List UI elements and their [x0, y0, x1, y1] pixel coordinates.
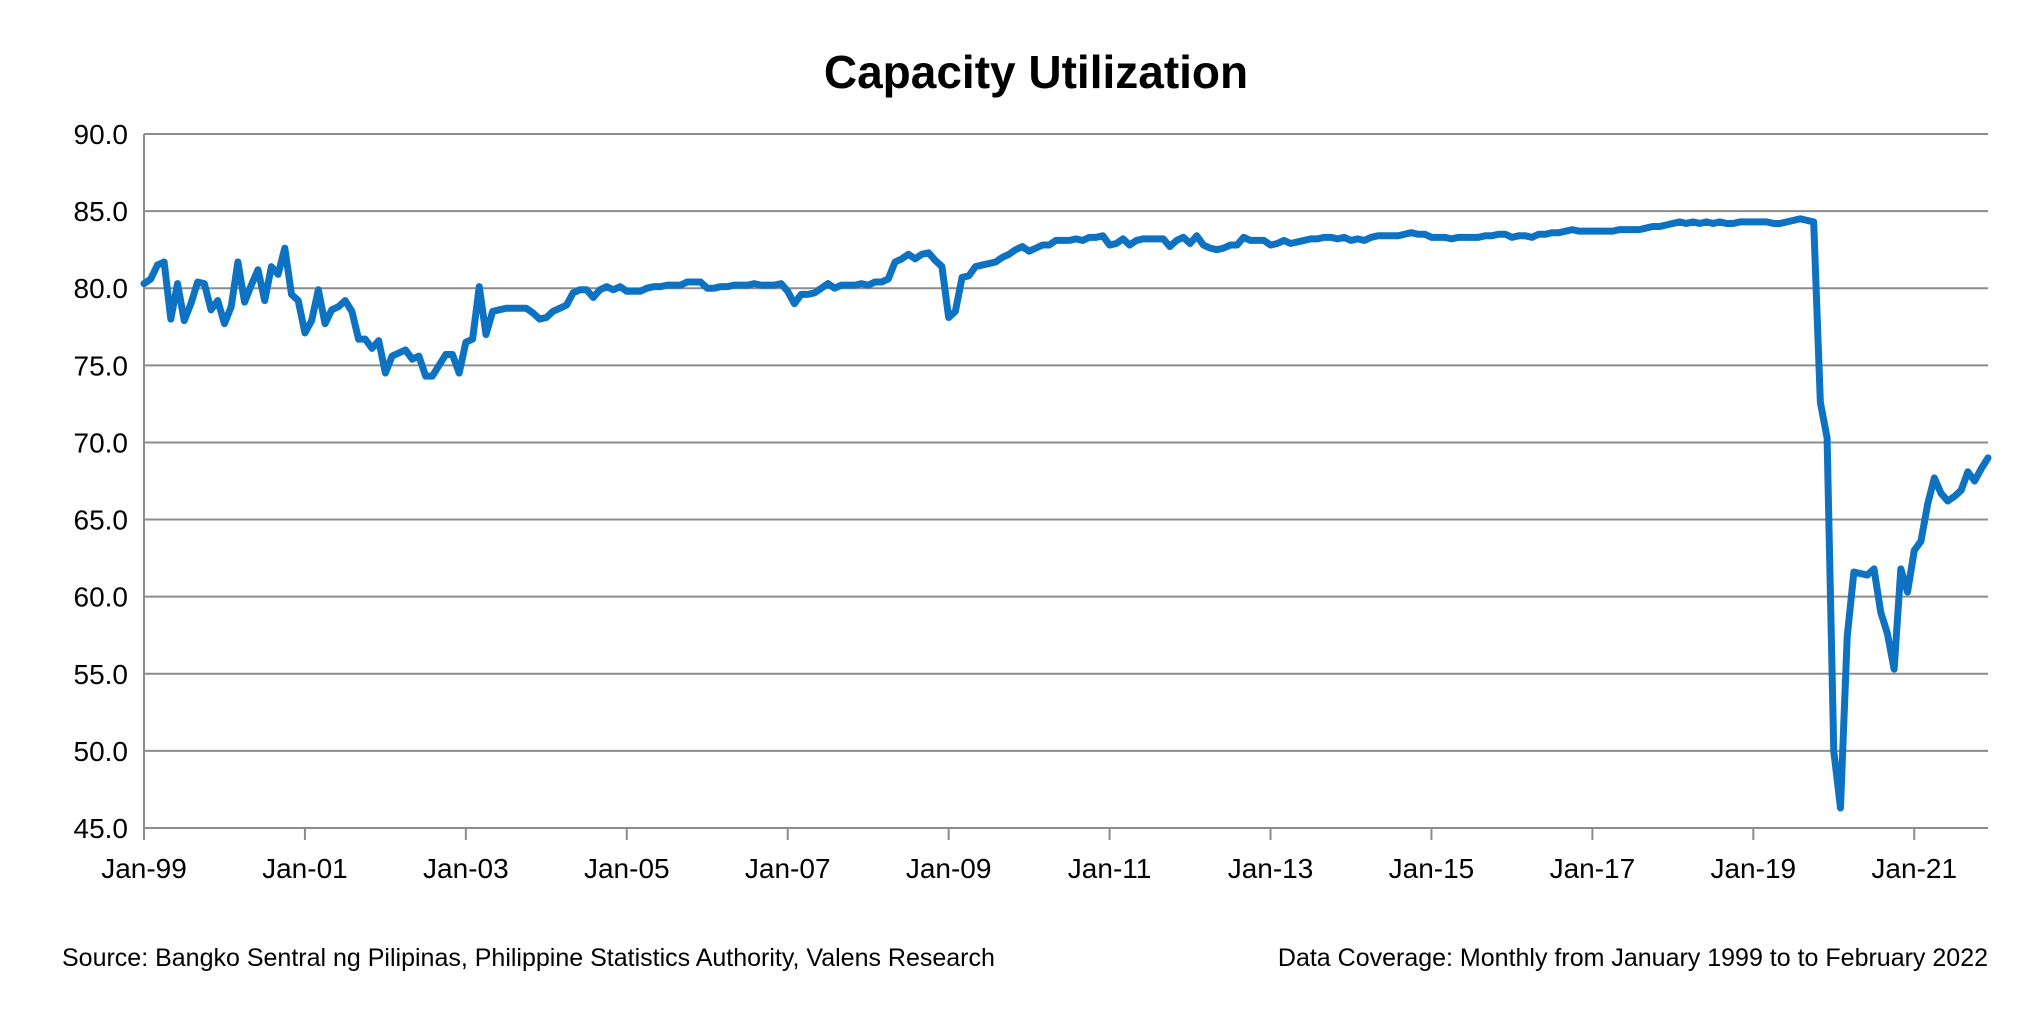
- x-tick-label: Jan-03: [423, 853, 509, 884]
- y-tick-label: 80.0: [74, 273, 129, 304]
- y-tick-label: 70.0: [74, 427, 129, 458]
- y-axis-tick-labels: 45.0 50.0 55.0 60.0 65.0 70.0 75.0 80.0 85.0 90.0: [74, 119, 129, 844]
- x-tick-label: Jan-21: [1871, 853, 1957, 884]
- x-tick-label: Jan-05: [584, 853, 670, 884]
- y-tick-label: 55.0: [74, 659, 129, 690]
- y-tick-label: 85.0: [74, 196, 129, 227]
- gridlines: [144, 133, 1988, 752]
- x-tick-label: Jan-19: [1710, 853, 1796, 884]
- x-axis-tick-labels: Jan-99 Jan-01 Jan-03 Jan-05 Jan-07 Jan-09 Jan-…: [101, 853, 1957, 884]
- y-tick-label: 75.0: [74, 350, 129, 381]
- x-tick-label: Jan-99: [101, 853, 187, 884]
- x-tick-label: Jan-09: [906, 853, 992, 884]
- x-tick-label: Jan-07: [745, 853, 831, 884]
- x-tick-label: Jan-11: [1068, 853, 1152, 884]
- x-tick-label: Jan-15: [1389, 853, 1475, 884]
- series-line-capacity-utilization: [140, 215, 1992, 812]
- y-tick-label: 60.0: [74, 582, 129, 613]
- chart-title: Capacity Utilization: [824, 46, 1248, 98]
- y-tick-label: 45.0: [74, 813, 129, 844]
- y-tick-label: 90.0: [74, 119, 129, 150]
- axes: [143, 134, 1988, 840]
- source-note: Source: Bangko Sentral ng Pilipinas, Phi…: [62, 944, 995, 972]
- x-tick-label: Jan-01: [262, 853, 348, 884]
- data-coverage-note: Data Coverage: Monthly from January 1999…: [1278, 944, 1988, 972]
- x-tick-label: Jan-17: [1550, 853, 1636, 884]
- x-tick-label: Jan-13: [1228, 853, 1314, 884]
- y-tick-label: 65.0: [74, 505, 129, 536]
- series-layer: [140, 215, 1992, 812]
- y-tick-label: 50.0: [74, 736, 129, 767]
